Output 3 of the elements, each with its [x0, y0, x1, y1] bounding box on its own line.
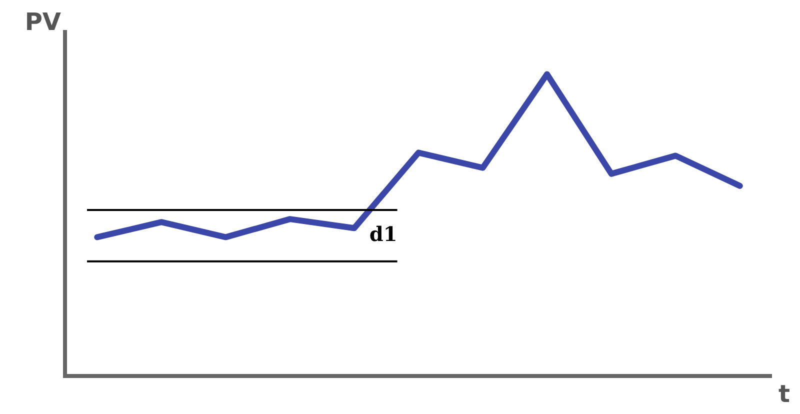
y-axis-title: PV	[24, 8, 62, 36]
annotation: d1	[369, 222, 398, 246]
x-axis-title: t	[778, 380, 790, 408]
